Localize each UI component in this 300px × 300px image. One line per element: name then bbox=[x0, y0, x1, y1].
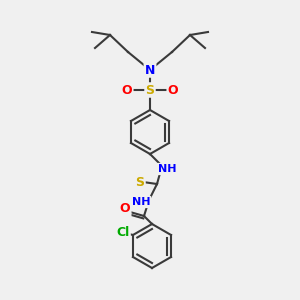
Text: S: S bbox=[146, 83, 154, 97]
Text: O: O bbox=[122, 83, 132, 97]
Text: NH: NH bbox=[158, 164, 176, 174]
Text: O: O bbox=[168, 83, 178, 97]
Text: N: N bbox=[145, 64, 155, 76]
Text: Cl: Cl bbox=[116, 226, 130, 239]
Text: S: S bbox=[136, 176, 145, 188]
Text: O: O bbox=[120, 202, 130, 215]
Text: NH: NH bbox=[132, 197, 150, 207]
